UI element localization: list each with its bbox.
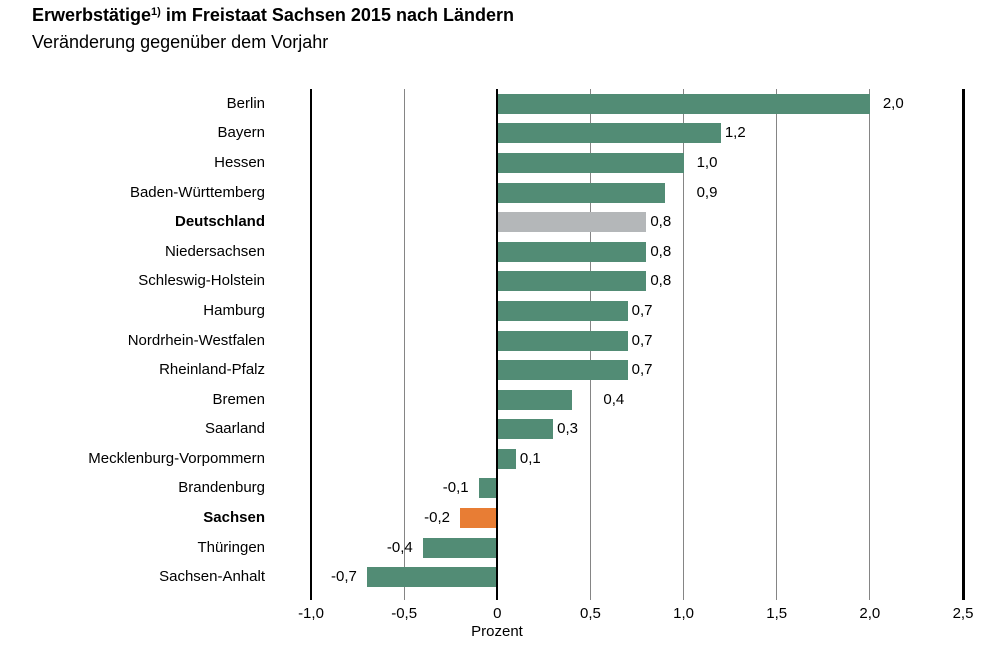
footnote-marker: 1) [151, 6, 161, 18]
value-label-nordrhein-westfalen: 0,7 [631, 331, 653, 349]
bar-rheinland-pfalz [497, 360, 628, 381]
x-tick-label: 0 [493, 605, 502, 622]
value-label-bayern: 1,2 [724, 124, 746, 142]
chart-title: Erwerbstätige1) im Freistaat Sachsen 201… [32, 5, 514, 26]
bar-bayern [497, 123, 721, 144]
bar-deutschland [497, 212, 647, 233]
bar-niedersachsen [497, 241, 647, 262]
category-label-deutschland: Deutschland [174, 213, 265, 231]
chart-title-rest: im Freistaat Sachsen 2015 nach Ländern [160, 5, 514, 25]
bar-nordrhein-westfalen [497, 330, 628, 351]
value-label-niedersachsen: 0,8 [650, 242, 672, 260]
value-label-hamburg: 0,7 [631, 301, 653, 319]
category-label-sachsen-anhalt: Sachsen-Anhalt [159, 568, 265, 586]
category-label-mecklenburg-vorpommern: Mecklenburg-Vorpommern [88, 449, 265, 467]
value-label-deutschland: 0,8 [650, 213, 672, 231]
bar-sachsen-anhalt [366, 567, 498, 588]
value-label-brandenburg: -0,1 [442, 479, 469, 497]
axis-line [310, 89, 312, 600]
category-label-niedersachsen: Niedersachsen [164, 242, 265, 260]
bar-bremen [497, 389, 572, 410]
chart-title-text: Erwerbstätige [32, 5, 152, 25]
category-label-bremen: Bremen [212, 390, 265, 408]
x-tick-label: 2,5 [952, 605, 974, 622]
bar-berlin [497, 93, 870, 114]
value-label-bremen: 0,4 [603, 390, 625, 408]
value-label-sachsen-anhalt: -0,7 [331, 568, 357, 586]
gridline [683, 89, 685, 600]
bar-baden-w-rttemberg [497, 182, 665, 203]
x-tick-label: -1,0 [298, 605, 324, 622]
gridline [776, 89, 778, 600]
axis-line [961, 89, 965, 600]
category-label-baden-w-rttemberg: Baden-Württemberg [129, 183, 265, 201]
value-label-saarland: 0,3 [557, 420, 579, 438]
x-tick-label: 2,0 [859, 605, 881, 622]
gridline [403, 89, 405, 600]
value-label-hessen: 1,0 [696, 153, 718, 171]
category-label-berlin: Berlin [226, 94, 265, 112]
x-tick-label: 1,5 [766, 605, 788, 622]
bar-th-ringen [422, 537, 498, 558]
bar-sachsen [460, 508, 498, 529]
category-label-brandenburg: Brandenburg [178, 479, 265, 497]
category-label-th-ringen: Thüringen [197, 538, 265, 556]
category-label-sachsen: Sachsen [203, 509, 265, 527]
value-label-th-ringen: -0,4 [386, 538, 413, 556]
x-axis-label: Prozent [471, 623, 523, 640]
x-tick-label: -0,5 [391, 605, 418, 622]
x-tick-label: 0,5 [579, 605, 601, 622]
gridline [869, 89, 871, 600]
value-label-sachsen: -0,2 [424, 509, 451, 527]
bar-saarland [497, 419, 554, 440]
bar-hessen [497, 152, 684, 173]
value-label-berlin: 2,0 [882, 94, 904, 112]
bar-mecklenburg-vorpommern [497, 448, 516, 469]
category-label-schleswig-holstein: Schleswig-Holstein [138, 272, 265, 290]
value-label-mecklenburg-vorpommern: 0,1 [519, 449, 541, 467]
bar-brandenburg [478, 478, 498, 499]
bar-schleswig-holstein [497, 271, 647, 292]
value-label-schleswig-holstein: 0,8 [650, 272, 672, 290]
value-label-baden-w-rttemberg: 0,9 [696, 183, 718, 201]
bar-hamburg [497, 300, 628, 321]
category-label-rheinland-pfalz: Rheinland-Pfalz [159, 361, 265, 379]
category-label-hessen: Hessen [214, 153, 265, 171]
category-label-bayern: Bayern [217, 124, 265, 142]
x-tick-label: 1,0 [673, 605, 694, 622]
category-label-saarland: Saarland [204, 420, 265, 438]
value-label-rheinland-pfalz: 0,7 [631, 361, 653, 379]
chart-subtitle: Veränderung gegenüber dem Vorjahr [32, 32, 329, 52]
category-label-hamburg: Hamburg [203, 301, 265, 319]
category-label-nordrhein-westfalen: Nordrhein-Westfalen [127, 331, 265, 349]
zero-axis-line [496, 89, 499, 600]
